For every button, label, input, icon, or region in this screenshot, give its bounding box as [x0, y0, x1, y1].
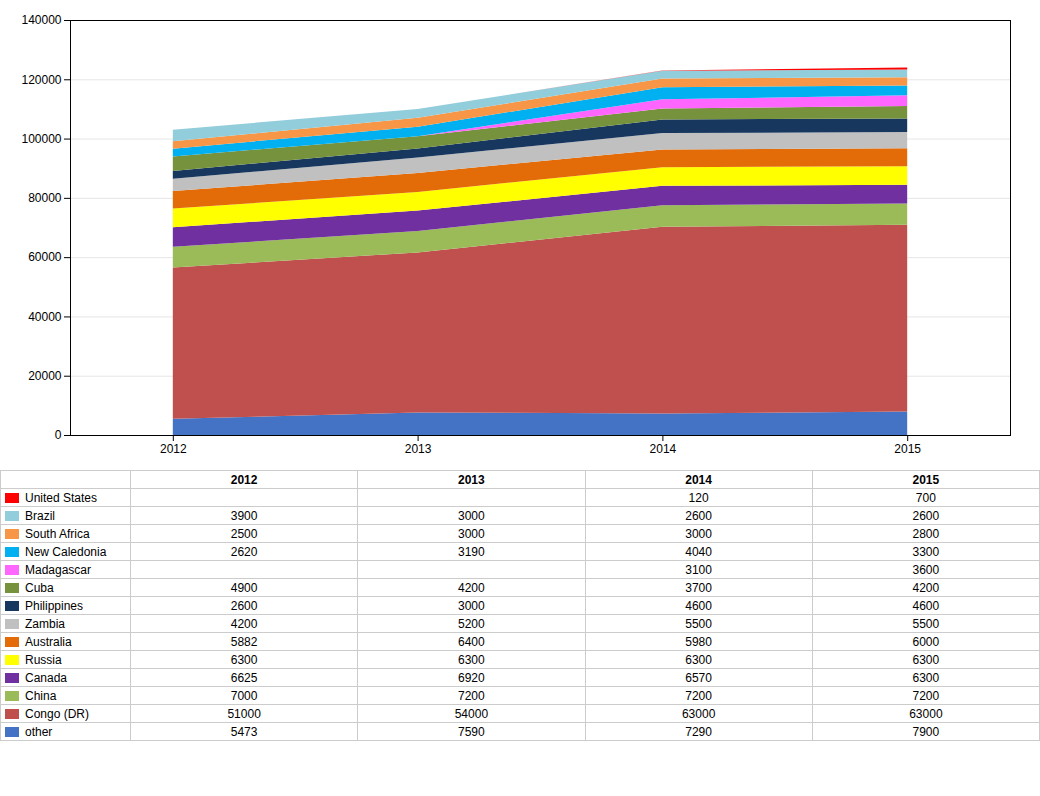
html-text:5200: 5200	[458, 616, 485, 631]
html-text:700: 700	[915, 490, 936, 505]
html-text:2015: 2015	[912, 472, 940, 487]
html-text:6300: 6300	[685, 652, 712, 667]
svg-text:100000: 100000	[21, 132, 61, 146]
svg-text:0: 0	[55, 428, 62, 442]
svg-text:2013: 2013	[405, 442, 432, 456]
html-text:7000: 7000	[230, 688, 258, 703]
html-text:6300: 6300	[912, 652, 940, 667]
html-text:51000: 51000	[227, 706, 261, 721]
html-text:4600: 4600	[685, 598, 712, 613]
html-text:5882: 5882	[230, 634, 258, 649]
html-text:2014: 2014	[685, 472, 712, 487]
html-text:63000: 63000	[681, 706, 716, 721]
html-text:3190: 3190	[458, 544, 485, 559]
html-text:2012: 2012	[230, 472, 258, 487]
html-text:Philippines: Philippines	[25, 598, 83, 613]
html-text:6000: 6000	[912, 634, 940, 649]
html-text:Cuba: Cuba	[25, 580, 54, 595]
html-text:2800: 2800	[912, 526, 940, 541]
svg-text:40000: 40000	[28, 310, 62, 324]
html-text:Australia: Australia	[25, 634, 72, 649]
html-text:6300: 6300	[230, 652, 258, 667]
html-text:2500: 2500	[230, 526, 258, 541]
html-text:3900: 3900	[230, 508, 258, 523]
html-text:6300: 6300	[458, 652, 485, 667]
html-text:63000: 63000	[909, 706, 943, 721]
html-text:54000: 54000	[454, 706, 489, 721]
html-text:4040: 4040	[685, 544, 712, 559]
html-text:4200: 4200	[230, 616, 258, 631]
html-text:other: other	[25, 724, 53, 739]
html-text:New Caledonia: New Caledonia	[25, 544, 107, 559]
html-text:7200: 7200	[912, 688, 940, 703]
svg-text:120000: 120000	[21, 73, 61, 87]
html-text:6570: 6570	[685, 670, 712, 685]
html-text:4200: 4200	[458, 580, 485, 595]
html-text:6400: 6400	[458, 634, 485, 649]
html-text:3300: 3300	[912, 544, 940, 559]
svg-text:60000: 60000	[28, 250, 62, 264]
html-text:Zambia: Zambia	[25, 616, 65, 631]
html-text:3600: 3600	[912, 562, 940, 577]
html-text:7200: 7200	[685, 688, 712, 703]
html-text:3000: 3000	[458, 526, 485, 541]
html-text:China: China	[25, 688, 57, 703]
html-text:Congo (DR): Congo (DR)	[25, 706, 89, 721]
html-text:5500: 5500	[912, 616, 940, 631]
html-text:Russia: Russia	[25, 652, 62, 667]
svg-text:80000: 80000	[28, 191, 62, 205]
html-text:5500: 5500	[685, 616, 712, 631]
svg-text:2015: 2015	[894, 442, 921, 456]
html-text:2013: 2013	[458, 472, 485, 487]
html-text:3000: 3000	[458, 508, 485, 523]
html-text:5473: 5473	[230, 724, 258, 739]
html-text:2600: 2600	[230, 598, 258, 613]
html-text:6300: 6300	[912, 670, 940, 685]
html-text:7290: 7290	[685, 724, 712, 739]
html-text:7900: 7900	[912, 724, 940, 739]
html-text:2600: 2600	[912, 508, 940, 523]
html-text:3100: 3100	[685, 562, 712, 577]
html-text:6625: 6625	[230, 670, 258, 685]
svg-text:140000: 140000	[21, 13, 61, 27]
svg-text:20000: 20000	[28, 369, 62, 383]
html-text:South Africa: South Africa	[25, 526, 90, 541]
html-text:Brazil: Brazil	[25, 508, 55, 523]
html-text:3700: 3700	[685, 580, 712, 595]
html-text:5980: 5980	[685, 634, 712, 649]
html-text:4900: 4900	[230, 580, 258, 595]
svg-text:2012: 2012	[160, 442, 187, 456]
html-text:Canada: Canada	[25, 670, 67, 685]
html-text:7200: 7200	[458, 688, 485, 703]
html-text:2600: 2600	[685, 508, 712, 523]
html-text:3000: 3000	[458, 598, 485, 613]
html-text:6920: 6920	[458, 670, 485, 685]
html-text:Madagascar: Madagascar	[25, 562, 91, 577]
html-text:4600: 4600	[912, 598, 940, 613]
html-text:2620: 2620	[230, 544, 258, 559]
html-text:United States: United States	[25, 490, 97, 505]
html-text:3000: 3000	[685, 526, 712, 541]
html-text:4200: 4200	[912, 580, 940, 595]
svg-text:2014: 2014	[650, 442, 677, 456]
html-text:7590: 7590	[458, 724, 485, 739]
html-text:120: 120	[688, 490, 709, 505]
